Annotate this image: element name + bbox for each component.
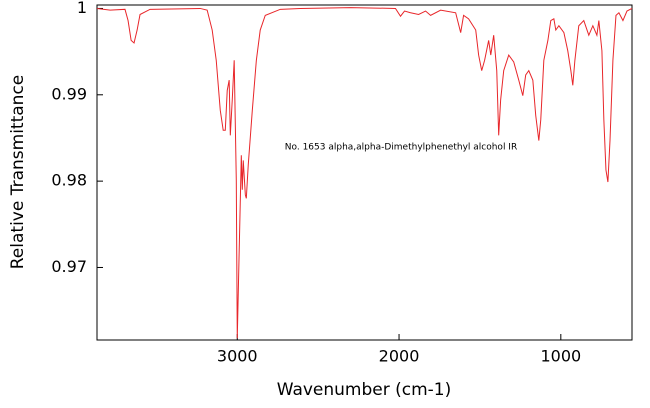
y-tick-label: 0.98 bbox=[51, 171, 87, 190]
annotation: No. 1653 alpha,alpha-Dimethylphenethyl a… bbox=[285, 143, 517, 153]
x-tick-label: 1000 bbox=[540, 347, 581, 366]
y-tick-label: 1 bbox=[77, 0, 87, 17]
plot-frame bbox=[96, 4, 633, 341]
spectrum-line bbox=[96, 7, 633, 339]
x-tick-label: 3000 bbox=[217, 347, 258, 366]
x-tick-label: 2000 bbox=[379, 347, 420, 366]
x-axis-label: Wavenumber (cm-1) bbox=[277, 380, 452, 400]
y-tick-label: 0.97 bbox=[51, 257, 87, 276]
y-axis-label: Relative Transmittance bbox=[8, 75, 28, 270]
y-tick-label: 0.99 bbox=[51, 84, 87, 103]
